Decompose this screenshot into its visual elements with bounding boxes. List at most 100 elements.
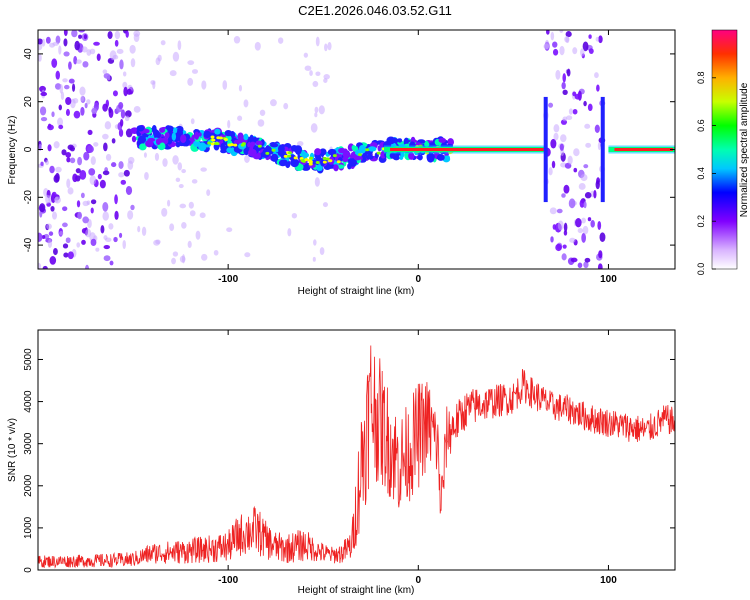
spectrogram-noise-blob (270, 99, 277, 107)
snr-content (38, 345, 675, 569)
spectrogram-peak-blob (293, 156, 298, 160)
spectrogram-ridge-blob (131, 135, 137, 143)
spectrogram-noise-blob (63, 38, 68, 47)
spectrogram-noise-blob (75, 168, 81, 174)
spectrogram-noise-blob (53, 247, 58, 256)
spectrogram-noise-blob (160, 40, 166, 46)
spectrogram-noise-blob (38, 232, 43, 242)
spectrogram-noise-blob (551, 160, 556, 169)
spectrogram-noise-blob (102, 201, 109, 212)
spectrogram-ridge-blob (180, 134, 187, 144)
spectrogram-noise-blob (548, 102, 554, 108)
spectrogram-noise-blob (172, 251, 179, 257)
spectrogram-noise-blob (45, 36, 51, 44)
spectrogram-noise-blob (58, 104, 63, 111)
spectrogram-noise-blob (119, 119, 124, 127)
spectrogram-noise-blob (38, 38, 43, 45)
spectrogram-noise-blob (133, 105, 141, 113)
spectrogram-noise-blob (189, 210, 196, 217)
spectrogram-noise-blob (584, 257, 591, 263)
spectrogram-noise-blob (122, 239, 127, 250)
spectrogram-noise-blob (40, 161, 44, 167)
spectrogram-noise-blob (67, 144, 74, 151)
spectrogram-noise-blob (65, 96, 72, 106)
y-tick-label: 4000 (23, 390, 34, 413)
y-tick-label: -20 (23, 190, 34, 205)
spectrogram-noise-blob (58, 124, 64, 130)
spectrogram-noise-blob (318, 105, 325, 115)
spectrogram-noise-blob (71, 30, 78, 38)
spectrogram-peak-blob (214, 142, 219, 146)
spectrogram-noise-blob (41, 38, 46, 47)
spectrogram-noise-blob (579, 199, 585, 208)
spectrogram-noise-blob (582, 225, 589, 235)
spectrogram-noise-blob (175, 177, 181, 182)
spectrogram-ridge-blob (408, 152, 415, 160)
spectrogram-noise-blob (40, 91, 48, 97)
spectrogram-noise-blob (233, 36, 241, 44)
spectrogram-noise-blob (597, 141, 601, 151)
spectrogram-noise-blob (103, 142, 108, 152)
spectrogram-noise-blob (76, 242, 81, 248)
spectrogram-noise-blob (566, 115, 573, 121)
spectrogram-ridge-blob (233, 139, 243, 145)
spectrogram-ridge-blob (389, 152, 396, 159)
spectrogram-ridge-blob (417, 154, 423, 161)
spectrogram-noise-blob (169, 70, 177, 77)
spectrogram-noise-blob (62, 78, 68, 83)
spectrogram-noise-blob (75, 59, 82, 64)
spectrogram-noise-blob (47, 238, 53, 248)
spectrogram-noise-blob (550, 31, 555, 41)
spectrogram-noise-blob (199, 212, 206, 219)
spectrogram-ridge-blob (243, 147, 248, 155)
spectrogram-noise-blob (63, 51, 70, 57)
spectrogram-noise-blob (315, 36, 320, 47)
spectrogram-noise-blob (130, 204, 135, 211)
spectrogram-noise-blob (580, 48, 585, 57)
spectrogram-noise-blob (123, 86, 128, 97)
spectrogram-noise-blob (243, 99, 249, 108)
spectrogram-noise-blob (563, 222, 568, 232)
spectrogram-noise-blob (62, 206, 68, 212)
spectrogram-noise-blob (577, 227, 584, 234)
spectrogram-noise-blob (162, 158, 168, 167)
spectrogram-noise-blob (181, 222, 187, 229)
spectrogram-noise-blob (119, 59, 124, 70)
spectrogram-noise-blob (323, 78, 328, 83)
spectrogram-noise-blob (277, 37, 284, 44)
spectrogram-noise-blob (574, 93, 581, 100)
spectrogram-noise-blob (581, 232, 586, 243)
spectrogram-noise-blob (291, 213, 298, 219)
spectrogram-noise-blob (567, 155, 573, 165)
spectrogram-noise-blob (257, 119, 265, 127)
spectrogram-noise-blob (588, 48, 594, 55)
spectrogram-noise-blob (565, 36, 570, 44)
spectrogram-noise-blob (568, 108, 573, 115)
spectrogram-noise-blob (548, 167, 553, 176)
spectrogram-noise-blob (580, 173, 588, 182)
spectrogram-ridge-blob (226, 147, 234, 154)
spectrogram-noise-blob (227, 120, 231, 129)
spectrogram-ridge-blob (367, 146, 377, 152)
spectrogram-peak-blob (229, 143, 234, 147)
spectrogram-noise-blob (568, 198, 576, 209)
spectrogram-noise-blob (53, 141, 60, 149)
spectrogram-noise-blob (590, 219, 595, 228)
spectrogram-ridge-blob (353, 155, 362, 161)
spectrogram-ylabel: Frequency (Hz) (7, 116, 18, 185)
spectrogram-noise-blob (114, 30, 121, 40)
spectrogram-noise-blob (90, 156, 96, 166)
spectrogram-noise-blob (55, 166, 62, 173)
spectrogram-noise-blob (314, 106, 319, 113)
spectrogram-ridge-blob (214, 128, 221, 135)
spectrogram-peak-blob (271, 148, 276, 152)
spectrogram-ridge-blob (194, 131, 200, 140)
spectrogram-noise-blob (593, 190, 597, 199)
spectrogram-noise-blob (552, 224, 557, 230)
spectrogram-noise-blob (566, 68, 571, 77)
spectrogram-noise-blob (61, 149, 67, 156)
spectrogram-noise-blob (584, 192, 592, 199)
spectrogram-ridge-blob (290, 144, 298, 152)
spectrogram-noise-blob (562, 73, 567, 83)
